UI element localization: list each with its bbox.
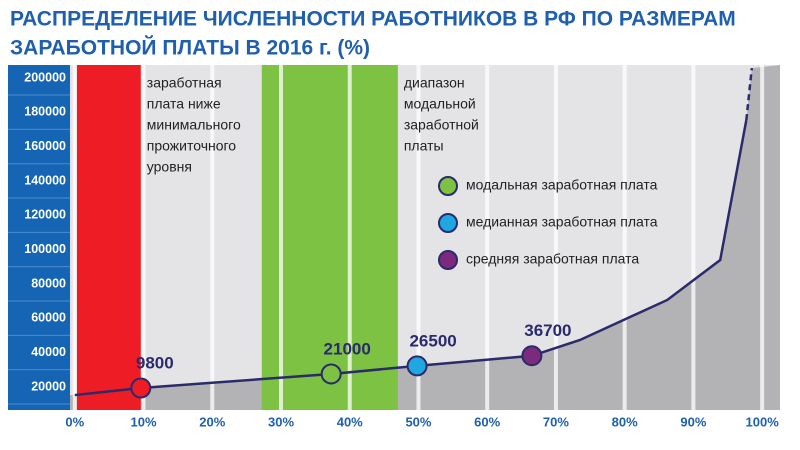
legend-label: медианная заработная плата bbox=[466, 214, 658, 230]
marker-label: 9800 bbox=[136, 354, 174, 373]
y-tick-label: 120000 bbox=[24, 208, 66, 222]
marker bbox=[320, 363, 342, 385]
x-tick-label: 60% bbox=[474, 414, 500, 429]
y-tick-label: 80000 bbox=[31, 276, 66, 290]
band bbox=[76, 65, 141, 410]
legend-label: модальная заработная плата bbox=[466, 177, 658, 193]
area-below-curve bbox=[70, 65, 780, 410]
band-text: заработная bbox=[147, 75, 222, 91]
marker bbox=[521, 345, 543, 367]
y-axis-panel bbox=[8, 65, 70, 410]
band-text: платы bbox=[404, 138, 444, 154]
y-tick-label: 140000 bbox=[24, 173, 66, 187]
band-text: уровня bbox=[147, 159, 192, 175]
y-tick-label: 200000 bbox=[24, 70, 66, 84]
x-tick-label: 100% bbox=[746, 414, 780, 429]
band-text: плата ниже bbox=[147, 96, 221, 112]
x-tick-label: 70% bbox=[543, 414, 569, 429]
legend-swatch bbox=[438, 176, 458, 196]
legend-label: средняя заработная плата bbox=[466, 251, 639, 267]
band bbox=[261, 65, 398, 410]
band-text: диапазон bbox=[404, 75, 465, 91]
band-text: минимального bbox=[147, 117, 241, 133]
legend-swatch bbox=[438, 250, 458, 270]
marker bbox=[406, 355, 428, 377]
y-tick-label: 40000 bbox=[31, 345, 66, 359]
chart-title: ЗАРАБОТНОЙ ПЛАТЫ В 2016 г. (%) bbox=[10, 36, 370, 60]
marker-label: 36700 bbox=[524, 321, 571, 340]
y-tick-label: 100000 bbox=[24, 242, 66, 256]
band-text: модальной bbox=[404, 96, 476, 112]
y-tick-label: 180000 bbox=[24, 105, 66, 119]
x-tick-label: 50% bbox=[405, 414, 431, 429]
band-text: заработной bbox=[404, 117, 479, 133]
line bbox=[745, 67, 754, 121]
marker bbox=[130, 377, 152, 399]
marker-label: 26500 bbox=[409, 331, 456, 350]
x-tick-label: 0% bbox=[65, 414, 84, 429]
y-tick-label: 160000 bbox=[24, 139, 66, 153]
y-tick-label: 60000 bbox=[31, 311, 66, 325]
x-tick-label: 40% bbox=[337, 414, 363, 429]
band-text: прожиточного bbox=[147, 138, 237, 154]
x-tick-label: 90% bbox=[680, 414, 706, 429]
y-tick-label: 20000 bbox=[31, 379, 66, 393]
x-tick-label: 30% bbox=[268, 414, 294, 429]
x-tick-label: 20% bbox=[199, 414, 225, 429]
x-tick-label: 10% bbox=[131, 414, 157, 429]
legend-swatch bbox=[438, 213, 458, 233]
marker-label: 21000 bbox=[324, 339, 371, 358]
x-tick-label: 80% bbox=[612, 414, 638, 429]
chart-title: РАСПРЕДЕЛЕНИЕ ЧИСЛЕННОСТИ РАБОТНИКОВ В Р… bbox=[10, 8, 736, 31]
